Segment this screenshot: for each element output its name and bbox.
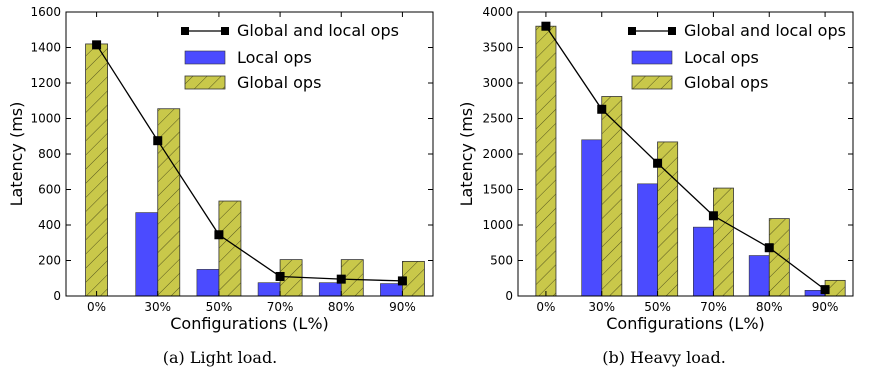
point-global-and-local-ops — [153, 136, 163, 146]
bar-local-ops — [581, 139, 603, 297]
bar-local-ops — [135, 212, 159, 297]
bar-local-ops — [637, 183, 658, 297]
bar-local-ops — [380, 283, 403, 297]
point-global-and-local-ops — [214, 230, 224, 240]
x-tick-label: 50% — [206, 300, 233, 314]
bar-local-ops — [748, 255, 770, 297]
y-tick-label: 1000 — [30, 112, 61, 126]
y-tick-label: 2500 — [482, 112, 513, 126]
bar-global-ops — [218, 200, 242, 297]
point-global-and-local-ops — [820, 285, 830, 295]
x-tick-label: 80% — [328, 300, 355, 314]
legend-label-global-and-local-ops: Global and local ops — [684, 21, 846, 40]
point-global-and-local-ops — [397, 276, 407, 286]
x-tick-label: 50% — [644, 300, 671, 314]
y-tick-label: 3500 — [482, 41, 513, 55]
y-tick-label: 0 — [53, 289, 61, 303]
x-tick-label: 90% — [812, 300, 839, 314]
y-tick-label: 1200 — [30, 76, 61, 90]
figure-caption: (b) Heavy load. — [602, 348, 726, 367]
line-global-and-local-ops — [545, 25, 826, 291]
legend-label-global-and-local-ops: Global and local ops — [237, 21, 399, 40]
y-tick-label: 1600 — [30, 5, 61, 19]
point-global-and-local-ops — [708, 211, 718, 221]
legend-swatch-global-ops — [184, 75, 226, 90]
point-global-and-local-ops — [764, 243, 774, 253]
bar-global-ops — [535, 25, 557, 297]
x-axis-label: Configurations (L%) — [606, 314, 765, 333]
point-global-and-local-ops — [653, 158, 663, 168]
bar-local-ops — [318, 282, 342, 297]
chart-panel-heavy-load: 0 500 1000 1500 2000 2500 3000 3500 4000 0% 30% 50%… — [457, 5, 854, 367]
x-tick-label: 70% — [267, 300, 294, 314]
line-global-and-local-ops — [96, 44, 403, 282]
y-tick-label: 500 — [490, 254, 513, 268]
bar-global-ops — [85, 43, 108, 297]
x-tick-label: 80% — [756, 300, 783, 314]
bar-global-ops — [768, 218, 790, 297]
point-global-and-local-ops — [597, 104, 607, 114]
y-tick-label: 1500 — [482, 183, 513, 197]
legend-swatch-local-ops — [631, 50, 673, 65]
y-axis-label: Latency (ms) — [7, 102, 26, 207]
x-tick-label: 90% — [389, 300, 416, 314]
x-axis-label: Configurations (L%) — [170, 314, 329, 333]
x-tick-label: 0% — [87, 300, 106, 314]
y-tick-label: 1000 — [482, 218, 513, 232]
legend-marker — [668, 27, 676, 35]
x-tick-label: 30% — [588, 300, 615, 314]
legend-label-global-ops: Global ops — [684, 73, 768, 92]
x-tick-label: 0% — [536, 300, 555, 314]
legend-marker — [181, 27, 189, 35]
legend-label-local-ops: Local ops — [684, 48, 759, 67]
legend-marker — [628, 27, 636, 35]
bar-global-ops — [713, 187, 734, 297]
y-tick-label: 200 — [38, 254, 61, 268]
legend-swatch-global-ops — [631, 75, 673, 90]
bar-local-ops — [257, 282, 281, 297]
point-global-and-local-ops — [92, 40, 102, 50]
y-tick-label: 2000 — [482, 147, 513, 161]
x-tick-label: 70% — [700, 300, 727, 314]
y-tick-label: 1400 — [30, 41, 61, 55]
point-global-and-local-ops — [336, 274, 346, 284]
point-global-and-local-ops — [541, 21, 551, 31]
y-tick-label: 400 — [38, 218, 61, 232]
legend-label-local-ops: Local ops — [237, 48, 312, 67]
y-tick-label: 4000 — [482, 5, 513, 19]
y-tick-label: 600 — [38, 183, 61, 197]
point-global-and-local-ops — [275, 271, 285, 281]
x-tick-label: 30% — [144, 300, 171, 314]
legend-marker — [221, 27, 229, 35]
bar-local-ops — [693, 226, 714, 297]
y-axis-label: Latency (ms) — [457, 102, 476, 207]
y-tick-label: 800 — [38, 147, 61, 161]
legend-label-global-ops: Global ops — [237, 73, 321, 92]
chart-panel-light-load: 0 200 400 600 800 1000 1200 1400 1600 0% 30% 50% 70%… — [7, 5, 434, 367]
legend-swatch-local-ops — [184, 50, 226, 65]
y-tick-label: 0 — [505, 289, 513, 303]
figure-caption: (a) Light load. — [163, 348, 278, 367]
y-tick-label: 3000 — [482, 76, 513, 90]
bar-local-ops — [196, 269, 220, 297]
